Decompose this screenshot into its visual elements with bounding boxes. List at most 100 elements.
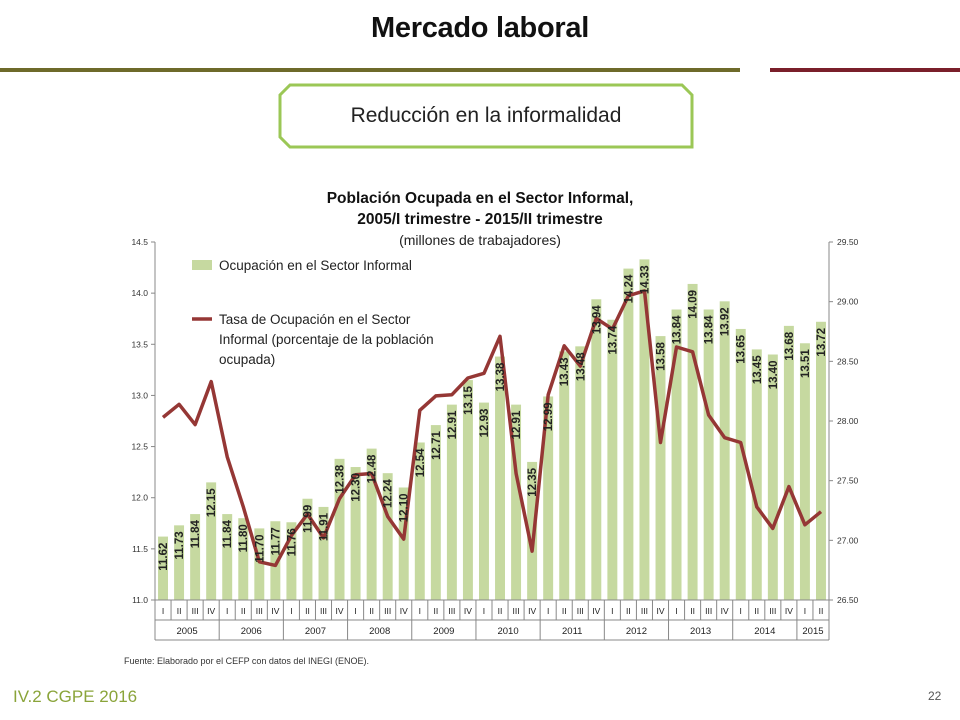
legend-label-line-2: Informal (porcentaje de la población	[219, 332, 434, 347]
year-label: 2015	[802, 626, 823, 637]
left-tick-label: 14.5	[131, 237, 148, 247]
right-tick-label: 27.50	[837, 476, 859, 486]
bar-value-label: 12.91	[447, 410, 459, 439]
bar	[174, 525, 185, 600]
bar	[703, 309, 714, 600]
year-label: 2014	[754, 626, 775, 637]
quarter-tick-label: II	[241, 606, 246, 616]
left-tick-label: 12.5	[131, 442, 148, 452]
bar	[655, 336, 666, 600]
axes-layer: 11.0 11.5 12.0 12.5 13.0 13.5 14.0 14.5 26.50 27.…	[131, 237, 859, 641]
bar-value-label: 11.91	[319, 512, 331, 541]
bar	[382, 473, 393, 600]
bar-value-label: 11.70	[254, 534, 266, 562]
bar	[286, 522, 297, 600]
quarter-tick-label: IV	[336, 606, 344, 616]
bar	[719, 301, 730, 600]
bar	[639, 259, 650, 600]
bar-value-label: 13.43	[559, 357, 571, 386]
quarter-tick-label: III	[384, 606, 391, 616]
bar	[591, 299, 602, 600]
quarter-tick-label: II	[498, 606, 503, 616]
slide-title: Mercado laboral	[371, 12, 589, 44]
left-tick-label: 12.0	[131, 493, 148, 503]
quarter-tick-label: III	[769, 606, 776, 616]
right-tick-label: 27.00	[837, 535, 859, 545]
quarter-tick-label: III	[320, 606, 327, 616]
quarter-tick-label: I	[611, 606, 613, 616]
bar	[430, 425, 441, 600]
bar-value-label: 11.84	[190, 519, 202, 548]
bar-value-label: 12.10	[399, 493, 411, 522]
bar	[446, 404, 457, 600]
quarter-tick-label: II	[433, 606, 438, 616]
bar-value-label: 14.09	[688, 290, 700, 319]
quarter-tick-label: III	[256, 606, 263, 616]
bar	[783, 325, 794, 600]
year-label: 2005	[177, 626, 198, 637]
bar	[799, 343, 810, 600]
bar	[559, 351, 570, 600]
bar-value-label: 11.99	[302, 505, 314, 533]
quarter-tick-label: II	[819, 606, 824, 616]
quarter-tick-label: I	[226, 606, 228, 616]
bar-value-label: 13.15	[463, 385, 475, 414]
bar-value-label: 13.65	[736, 334, 748, 363]
subtitle-box	[278, 83, 694, 149]
quarter-tick-label: IV	[464, 606, 472, 616]
legend-swatch-bar	[192, 260, 212, 270]
footer-label: IV.2 CGPE 2016	[13, 687, 138, 706]
bar-value-label: 11.62	[158, 543, 170, 571]
bar	[302, 498, 313, 600]
line-layer	[161, 289, 823, 568]
series-line-tasa	[161, 289, 823, 568]
bar-value-label: 11.76	[286, 528, 298, 556]
left-tick-label: 11.0	[132, 595, 148, 605]
bar-value-label: 12.91	[511, 410, 523, 439]
bar	[158, 536, 168, 600]
year-label: 2006	[241, 626, 262, 637]
quarter-tick-label: II	[305, 606, 310, 616]
left-tick-label: 11.5	[132, 544, 148, 554]
bar-labels-layer: 11.62 11.73 11.84 12.15 11.84 11.80 11.70 11.77…	[158, 265, 828, 570]
bar	[270, 521, 281, 600]
header-rule-left	[0, 68, 740, 72]
quarter-tick-label: II	[754, 606, 759, 616]
legend-label-line-1: Tasa de Ocupación en el Sector	[219, 312, 411, 327]
year-label: 2011	[562, 626, 582, 637]
bar-value-label: 13.84	[672, 315, 684, 344]
chart-title-line2: 2005/I trimestre - 2015/II trimestre	[357, 211, 603, 228]
bar	[334, 458, 345, 600]
year-label: 2008	[369, 626, 390, 637]
quarter-tick-label: II	[626, 606, 631, 616]
bar-value-label: 13.92	[720, 307, 732, 336]
bar	[222, 514, 233, 600]
year-label: 2012	[626, 626, 647, 637]
bar-value-label: 13.48	[575, 352, 587, 381]
quarter-tick-label: III	[641, 606, 648, 616]
left-tick-label: 13.0	[131, 390, 148, 400]
quarter-tick-label: III	[192, 606, 199, 616]
bar	[735, 328, 746, 600]
year-label: 2010	[497, 626, 518, 637]
quarter-tick-label: I	[354, 606, 356, 616]
bar	[671, 309, 682, 600]
quarter-tick-label: I	[290, 606, 292, 616]
bar-value-label: 12.24	[383, 479, 395, 508]
header-rule-right	[770, 68, 960, 72]
bar-value-label: 12.35	[527, 467, 539, 496]
quarter-tick-label: III	[577, 606, 584, 616]
quarter-tick-label: I	[804, 606, 806, 616]
quarter-tick-label: II	[369, 606, 374, 616]
year-label: 2009	[433, 626, 454, 637]
quarter-tick-label: II	[562, 606, 567, 616]
bar	[543, 396, 554, 600]
bar	[687, 283, 698, 600]
quarter-tick-label: IV	[785, 606, 793, 616]
quarter-tick-label: IV	[528, 606, 536, 616]
bar-value-label: 12.99	[543, 402, 555, 431]
bar	[511, 404, 522, 600]
quarter-tick-label: I	[483, 606, 485, 616]
year-label: 2013	[690, 626, 711, 637]
bar	[623, 268, 634, 600]
